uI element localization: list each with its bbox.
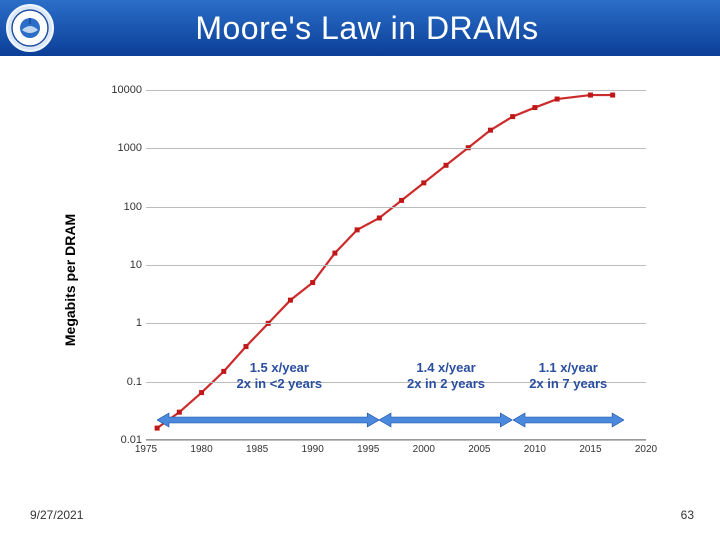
y-tick-label: 100	[124, 201, 142, 213]
data-marker	[310, 280, 315, 285]
gridline	[146, 440, 646, 441]
gridline	[146, 207, 646, 208]
data-marker	[555, 97, 560, 102]
y-axis-label: Megabits per DRAM	[62, 214, 78, 346]
x-tick-label: 1975	[135, 444, 157, 455]
x-tick-label: 1985	[246, 444, 268, 455]
x-tick-label: 2000	[413, 444, 435, 455]
y-tick-label: 0.1	[127, 376, 142, 388]
y-tick-label: 1	[136, 317, 142, 329]
data-marker	[244, 344, 249, 349]
x-tick-label: 2005	[468, 444, 490, 455]
dram-chart: Megabits per DRAM 0.010.1110100100010000…	[100, 80, 660, 480]
x-tick-label: 2020	[635, 444, 657, 455]
data-marker	[332, 251, 337, 256]
data-marker	[444, 163, 449, 168]
footer-date: 9/27/2021	[30, 508, 83, 522]
x-tick-label: 1995	[357, 444, 379, 455]
plot-area: 0.010.1110100100010000197519801985199019…	[146, 90, 646, 440]
data-marker	[610, 93, 615, 98]
data-marker	[488, 128, 493, 133]
gridline	[146, 323, 646, 324]
period-arrow	[157, 412, 379, 428]
x-tick-label: 2010	[524, 444, 546, 455]
gridline	[146, 148, 646, 149]
data-marker	[221, 369, 226, 374]
data-marker	[399, 198, 404, 203]
slide-header: Moore's Law in DRAMs	[0, 0, 720, 56]
x-tick-label: 1980	[190, 444, 212, 455]
data-marker	[510, 114, 515, 119]
footer-page: 63	[681, 508, 694, 522]
y-tick-label: 1000	[118, 142, 142, 154]
slide: Moore's Law in DRAMs Megabits per DRAM 0…	[0, 0, 720, 540]
data-marker	[199, 390, 204, 395]
slide-title: Moore's Law in DRAMs	[54, 10, 720, 47]
y-tick-label: 10000	[111, 84, 142, 96]
data-marker	[377, 215, 382, 220]
period-arrow	[513, 412, 624, 428]
data-marker	[355, 227, 360, 232]
gridline	[146, 90, 646, 91]
chart-annotation: 1.1 x/year2x in 7 years	[529, 360, 607, 393]
gridline	[146, 265, 646, 266]
data-marker	[288, 298, 293, 303]
data-marker	[532, 105, 537, 110]
university-logo	[6, 4, 54, 52]
chart-annotation: 1.5 x/year2x in <2 years	[237, 360, 323, 393]
data-marker	[421, 180, 426, 185]
period-arrow	[379, 412, 512, 428]
data-marker	[588, 93, 593, 98]
x-tick-label: 2015	[579, 444, 601, 455]
x-tick-label: 1990	[302, 444, 324, 455]
y-tick-label: 10	[130, 259, 142, 271]
chart-annotation: 1.4 x/year2x in 2 years	[407, 360, 485, 393]
